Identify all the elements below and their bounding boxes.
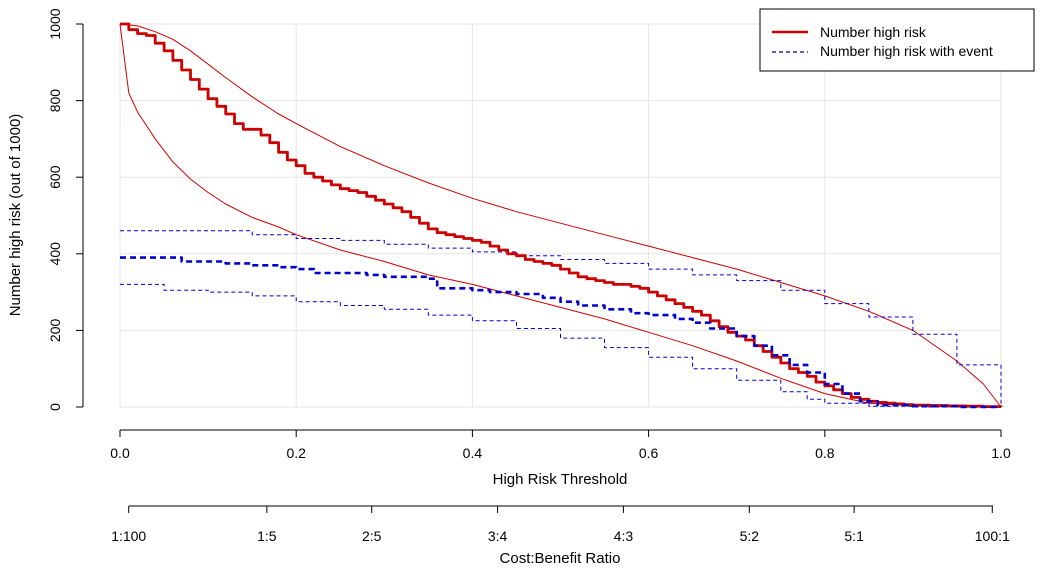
series-number-high-risk bbox=[120, 22, 1003, 408]
legend-label-number-high-risk: Number high risk bbox=[820, 24, 927, 40]
series-number-high-risk-lower-bound bbox=[119, 23, 1002, 408]
confidence-bounds bbox=[119, 23, 1002, 408]
y-axis: 0 200 400 600 800 1000 bbox=[47, 8, 84, 411]
y-tick-label: 1000 bbox=[47, 8, 63, 39]
y-tick-label: 800 bbox=[47, 89, 63, 113]
cost-benefit-tick-label: 3:4 bbox=[488, 528, 508, 544]
series-number-high-risk-upper-bound bbox=[119, 23, 1002, 408]
series-number-high-risk-with-event-upper-bound bbox=[120, 230, 1002, 407]
cost-benefit-axis-title: Cost:Benefit Ratio bbox=[500, 550, 621, 567]
x-tick-label: 1.0 bbox=[991, 445, 1011, 461]
grid bbox=[119, 23, 1002, 408]
y-tick-label: 0 bbox=[47, 403, 63, 411]
x-axis-title: High Risk Threshold bbox=[493, 471, 628, 488]
cost-benefit-tick-label: 4:3 bbox=[614, 528, 634, 544]
legend: Number high risk Number high risk with e… bbox=[759, 8, 1035, 72]
cost-benefit-tick-label: 100:1 bbox=[975, 528, 1010, 544]
cost-benefit-tick-label: 1:5 bbox=[257, 528, 277, 544]
x-tick-label: 0.2 bbox=[286, 445, 306, 461]
x-tick-label: 0.0 bbox=[110, 445, 130, 461]
y-tick-label: 200 bbox=[47, 319, 63, 343]
legend-box bbox=[759, 8, 1035, 72]
series-number-high-risk-with-event bbox=[120, 256, 1001, 409]
cost-benefit-axis: 1:100 1:5 2:5 3:4 4:3 5:2 5:1 100:1 bbox=[111, 505, 1010, 544]
x-axis: 0.0 0.2 0.4 0.6 0.8 1.0 bbox=[110, 429, 1011, 461]
legend-label-number-high-risk-with-event: Number high risk with event bbox=[820, 43, 993, 59]
cost-benefit-tick-label: 1:100 bbox=[111, 528, 146, 544]
x-tick-label: 0.8 bbox=[815, 445, 835, 461]
cost-benefit-tick-label: 5:1 bbox=[844, 528, 864, 544]
y-axis-title: Number high risk (out of 1000) bbox=[7, 114, 24, 317]
cost-benefit-tick-label: 5:2 bbox=[740, 528, 760, 544]
y-tick-label: 600 bbox=[47, 165, 63, 189]
series-lines bbox=[120, 22, 1003, 409]
y-tick-label: 400 bbox=[47, 242, 63, 266]
x-tick-label: 0.4 bbox=[463, 445, 483, 461]
x-tick-label: 0.6 bbox=[639, 445, 659, 461]
cost-benefit-tick-label: 2:5 bbox=[362, 528, 382, 544]
